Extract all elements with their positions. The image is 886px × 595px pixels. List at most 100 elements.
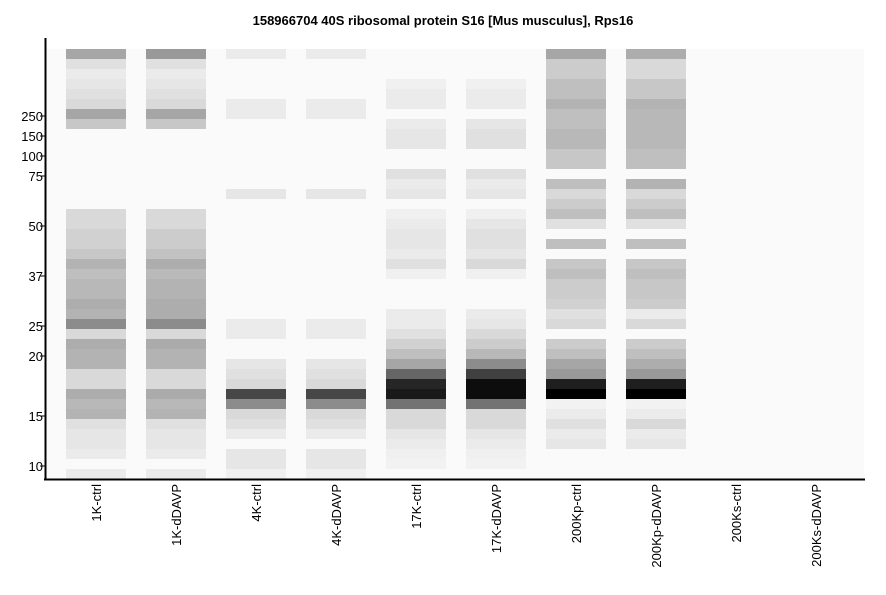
- band-4K-ctrl-10: [226, 419, 286, 429]
- lane-label-1K-ctrl: 1K-ctrl: [89, 484, 104, 522]
- band-200Kp-dDAVP-2: [626, 79, 686, 99]
- band-17K-ctrl-5: [386, 179, 446, 189]
- y-tick-label-75: 75: [29, 169, 43, 184]
- band-200Kp-dDAVP-25: [626, 399, 686, 409]
- band-1K-ctrl-19: [66, 349, 126, 369]
- band-1K-dDAVP-17: [146, 329, 206, 339]
- band-1K-dDAVP-27: [146, 469, 206, 479]
- band-1K-ctrl-23: [66, 409, 126, 419]
- band-17K-ctrl-2: [386, 119, 446, 129]
- band-200Kp-ctrl-24: [546, 389, 606, 399]
- band-200Kp-ctrl-6: [546, 149, 606, 169]
- band-17K-ctrl-3: [386, 129, 446, 149]
- lane-4K-ctrl: [226, 49, 286, 479]
- band-200Kp-dDAVP-5: [626, 129, 686, 149]
- band-200Kp-dDAVP-16: [626, 299, 686, 309]
- band-1K-dDAVP-22: [146, 399, 206, 409]
- band-200Kp-dDAVP-4: [626, 109, 686, 129]
- band-1K-dDAVP-10: [146, 249, 206, 259]
- band-200Kp-dDAVP-22: [626, 369, 686, 379]
- band-1K-ctrl-25: [66, 429, 126, 449]
- lane-label-200Kp-ctrl: 200Kp-ctrl: [569, 484, 584, 543]
- band-17K-ctrl-19: [386, 379, 446, 389]
- band-4K-dDAVP-1: [306, 99, 366, 119]
- band-200Kp-ctrl-9: [546, 199, 606, 209]
- band-17K-dDAVP-8: [466, 219, 526, 229]
- band-200Kp-ctrl-27: [546, 419, 606, 429]
- band-200Kp-ctrl-13: [546, 259, 606, 269]
- lane-label-1K-dDAVP: 1K-dDAVP: [169, 484, 184, 546]
- band-200Kp-ctrl-18: [546, 319, 606, 329]
- band-17K-ctrl-20: [386, 389, 446, 399]
- lane-label-17K-dDAVP: 17K-dDAVP: [489, 484, 504, 553]
- band-200Kp-ctrl-5: [546, 129, 606, 149]
- band-200Kp-ctrl-14: [546, 269, 606, 279]
- band-1K-ctrl-10: [66, 249, 126, 259]
- band-1K-ctrl-16: [66, 319, 126, 329]
- band-17K-ctrl-16: [386, 349, 446, 359]
- band-4K-ctrl-12: [226, 449, 286, 469]
- band-200Kp-ctrl-19: [546, 339, 606, 349]
- band-17K-dDAVP-5: [466, 179, 526, 189]
- band-200Kp-dDAVP-29: [626, 439, 686, 449]
- band-1K-ctrl-18: [66, 339, 126, 349]
- band-17K-ctrl-18: [386, 369, 446, 379]
- band-1K-ctrl-4: [66, 89, 126, 99]
- band-1K-dDAVP-8: [146, 209, 206, 229]
- band-17K-ctrl-0: [386, 79, 446, 89]
- band-200Kp-dDAVP-15: [626, 279, 686, 299]
- band-1K-ctrl-11: [66, 259, 126, 269]
- band-200Kp-ctrl-28: [546, 429, 606, 439]
- y-tick-label-250: 250: [21, 109, 43, 124]
- band-17K-ctrl-8: [386, 219, 446, 229]
- x-axis-labels: 1K-ctrl 1K-dDAVP 4K-ctrl 4K-dDAVP 17K-ctrl 17…: [89, 484, 824, 568]
- band-1K-dDAVP-23: [146, 409, 206, 419]
- band-200Kp-ctrl-2: [546, 79, 606, 99]
- band-200Kp-ctrl-15: [546, 279, 606, 299]
- band-200Kp-dDAVP-27: [626, 419, 686, 429]
- y-tick-label-10: 10: [29, 459, 43, 474]
- lane-label-4K-dDAVP: 4K-dDAVP: [329, 484, 344, 546]
- y-axis-ticks: 250 150 100 75 50 37 25 20 15 10: [21, 109, 46, 474]
- band-1K-ctrl-21: [66, 389, 126, 399]
- band-17K-dDAVP-20: [466, 379, 526, 389]
- band-17K-dDAVP-11: [466, 259, 526, 269]
- lane-label-200Ks-ctrl: 200Ks-ctrl: [729, 484, 744, 543]
- lane-1K-dDAVP: [146, 49, 206, 479]
- band-1K-dDAVP-1: [146, 59, 206, 69]
- band-200Kp-ctrl-10: [546, 209, 606, 219]
- band-1K-dDAVP-21: [146, 389, 206, 399]
- band-200Kp-dDAVP-24: [626, 389, 686, 399]
- band-1K-dDAVP-19: [146, 349, 206, 369]
- band-17K-ctrl-22: [386, 409, 446, 429]
- band-4K-dDAVP-10: [306, 419, 366, 429]
- band-17K-ctrl-4: [386, 169, 446, 179]
- band-4K-dDAVP-13: [306, 469, 366, 479]
- band-17K-dDAVP-15: [466, 329, 526, 339]
- band-17K-dDAVP-25: [466, 439, 526, 449]
- band-4K-dDAVP-11: [306, 429, 366, 439]
- band-1K-dDAVP-13: [146, 279, 206, 299]
- lane-label-17K-ctrl: 17K-ctrl: [409, 484, 424, 529]
- band-17K-dDAVP-19: [466, 369, 526, 379]
- band-1K-ctrl-3: [66, 79, 126, 89]
- band-4K-dDAVP-6: [306, 379, 366, 389]
- band-1K-ctrl-20: [66, 369, 126, 389]
- band-17K-ctrl-17: [386, 359, 446, 369]
- band-1K-dDAVP-15: [146, 309, 206, 319]
- band-1K-dDAVP-26: [146, 449, 206, 459]
- band-4K-ctrl-1: [226, 99, 286, 119]
- lane-1K-ctrl: [66, 49, 126, 479]
- band-1K-dDAVP-25: [146, 429, 206, 449]
- band-200Kp-ctrl-3: [546, 99, 606, 109]
- band-200Kp-dDAVP-7: [626, 179, 686, 189]
- band-1K-ctrl-27: [66, 469, 126, 479]
- band-1K-ctrl-26: [66, 449, 126, 459]
- band-17K-dDAVP-13: [466, 309, 526, 319]
- band-1K-ctrl-7: [66, 119, 126, 129]
- band-17K-dDAVP-26: [466, 449, 526, 459]
- band-4K-ctrl-2: [226, 189, 286, 199]
- band-17K-ctrl-15: [386, 339, 446, 349]
- band-1K-dDAVP-6: [146, 109, 206, 119]
